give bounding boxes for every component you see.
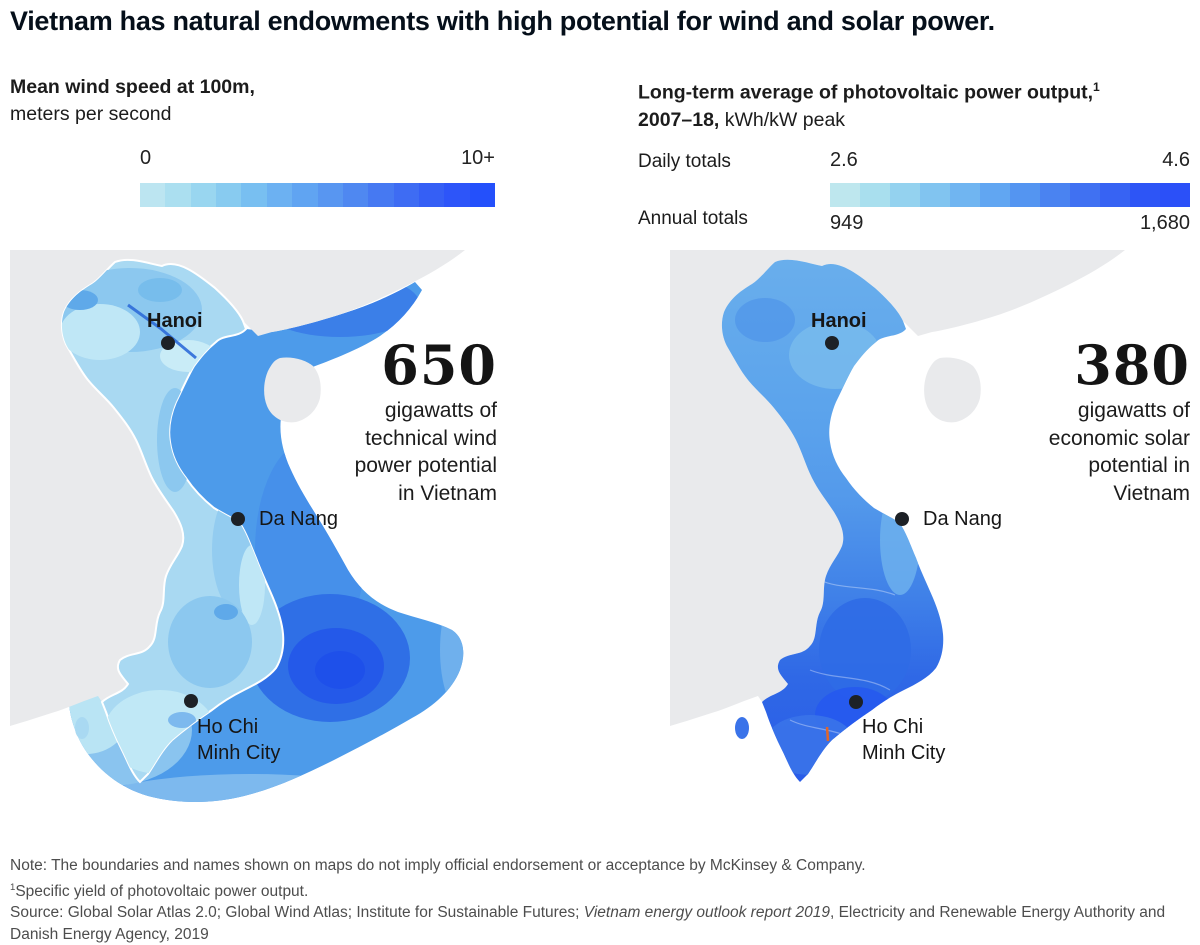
ramp-step bbox=[1070, 183, 1100, 207]
ramp-step bbox=[980, 183, 1010, 207]
ramp-step bbox=[418, 183, 445, 207]
solar-legend-title-bold: Long-term average of photovoltaic power … bbox=[638, 81, 1094, 104]
ramp-step bbox=[317, 183, 343, 207]
wind-map-da-nang-dot bbox=[231, 512, 245, 526]
solar-annual-max: 1,680 bbox=[1139, 212, 1190, 234]
ramp-step bbox=[266, 183, 293, 207]
footer-footnote: 1Specific yield of photovoltaic power ou… bbox=[10, 877, 1175, 903]
solar-map-hcmc-label-line2: Minh City bbox=[862, 742, 946, 764]
ramp-step bbox=[292, 183, 318, 207]
wind-stat-caption: gigawatts of technical wind power potent… bbox=[354, 399, 497, 505]
ramp-step bbox=[368, 183, 394, 207]
page-title: Vietnam has natural endowments with high… bbox=[10, 6, 995, 36]
wind-map-phu-quoc-island bbox=[75, 717, 89, 739]
wind-map-neighbor-land bbox=[10, 250, 465, 726]
solar-map-hcmc-dot bbox=[849, 695, 863, 709]
ramp-step bbox=[950, 183, 980, 207]
ramp-step bbox=[469, 183, 496, 207]
solar-annual-min: 949 bbox=[830, 212, 864, 234]
solar-daily-label: Daily totals bbox=[638, 151, 731, 172]
wind-map-hanoi-label: Hanoi bbox=[147, 310, 203, 332]
footer-note: Note: The boundaries and names shown on … bbox=[10, 857, 866, 874]
ramp-step bbox=[444, 183, 470, 207]
solar-legend-units: kWh/kW peak bbox=[719, 108, 846, 131]
solar-map-neighbor-land bbox=[670, 250, 1125, 726]
ramp-step bbox=[890, 183, 920, 207]
wind-map-hcmc-dot bbox=[184, 694, 198, 708]
wind-stat: 650 gigawatts of technical wind power po… bbox=[352, 337, 497, 507]
solar-map-hainan-island bbox=[924, 357, 981, 423]
ramp-step bbox=[920, 183, 950, 207]
wind-map bbox=[10, 250, 525, 845]
footer: Note: The boundaries and names shown on … bbox=[10, 855, 1175, 945]
ramp-step bbox=[1100, 183, 1130, 207]
ramp-step bbox=[165, 183, 191, 207]
solar-legend-years: 2007–18, bbox=[638, 108, 720, 131]
footer-footnote-text: Specific yield of photovoltaic power out… bbox=[15, 882, 309, 900]
solar-map-hanoi-dot bbox=[825, 336, 839, 350]
wind-map-da-nang-label: Da Nang bbox=[259, 508, 338, 530]
solar-color-ramp bbox=[830, 183, 1190, 207]
ramp-step bbox=[1010, 183, 1040, 207]
solar-map-phu-quoc-island bbox=[735, 717, 749, 739]
wind-stat-value: 650 bbox=[381, 333, 497, 397]
wind-map-vietnam bbox=[60, 258, 285, 784]
ramp-step bbox=[140, 183, 166, 207]
solar-stat-caption: gigawatts of economic solar potential in… bbox=[1048, 399, 1190, 505]
solar-map-hcmc-label-line1: Ho Chi bbox=[862, 716, 924, 738]
solar-stat-value: 380 bbox=[1074, 333, 1190, 397]
solar-daily-min: 2.6 bbox=[830, 149, 858, 171]
ramp-step bbox=[1040, 183, 1070, 207]
solar-map-da-nang-label: Da Nang bbox=[923, 508, 1002, 530]
ramp-step bbox=[1130, 183, 1160, 207]
ramp-step bbox=[1160, 183, 1190, 207]
solar-stat: 380 gigawatts of economic solar potentia… bbox=[1032, 337, 1190, 507]
ramp-step bbox=[241, 183, 267, 207]
wind-legend-title: Mean wind speed at 100m, meters per seco… bbox=[10, 74, 430, 128]
wind-map-hcmc-label: Ho Chi Minh City bbox=[197, 714, 280, 766]
ramp-step bbox=[860, 183, 890, 207]
footer-source-italic: Vietnam energy outlook report 2019 bbox=[583, 904, 830, 922]
wind-legend-title-bold: Mean wind speed at 100m, bbox=[10, 76, 255, 98]
solar-legend-title-sup: 1 bbox=[1093, 80, 1100, 94]
wind-legend-subtitle: meters per second bbox=[10, 103, 172, 125]
wind-map-hainan-island bbox=[264, 357, 321, 423]
solar-daily-max: 4.6 bbox=[1162, 149, 1190, 171]
wind-map-hanoi-dot bbox=[161, 336, 175, 350]
wind-map-hcmc-label-line1: Ho Chi bbox=[197, 716, 259, 738]
wind-scale-min: 0 bbox=[140, 147, 152, 169]
solar-annual-label: Annual totals bbox=[638, 208, 748, 229]
footer-source-prefix: Source: Global Solar Atlas 2.0; Global W… bbox=[10, 904, 584, 922]
solar-map-da-nang-dot bbox=[895, 512, 909, 526]
solar-map-hcmc-label: Ho Chi Minh City bbox=[862, 714, 945, 766]
solar-legend-title: Long-term average of photovoltaic power … bbox=[638, 74, 1193, 134]
wind-scale-max: 10+ bbox=[461, 147, 495, 169]
solar-map bbox=[670, 250, 1185, 845]
ramp-step bbox=[216, 183, 242, 207]
wind-color-ramp bbox=[140, 183, 496, 207]
ramp-step bbox=[342, 183, 369, 207]
ramp-step bbox=[190, 183, 217, 207]
ramp-step bbox=[393, 183, 419, 207]
footer-source-suffix: , Electricity and Renewable Energy Autho… bbox=[10, 904, 1166, 943]
wind-map-hcmc-label-line2: Minh City bbox=[197, 742, 281, 764]
footer-footnote-sup: 1 bbox=[10, 881, 16, 893]
footer-source: Source: Global Solar Atlas 2.0; Global W… bbox=[10, 902, 1175, 945]
ramp-step bbox=[830, 183, 860, 207]
solar-map-hanoi-label: Hanoi bbox=[811, 310, 867, 332]
